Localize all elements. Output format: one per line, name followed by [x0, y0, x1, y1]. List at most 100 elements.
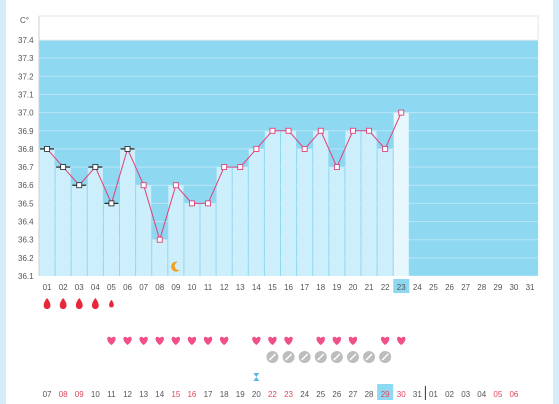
bottom-date-label[interactable]: 05: [493, 390, 502, 399]
bottom-date-label[interactable]: 17: [204, 390, 213, 399]
bottom-date-label[interactable]: 02: [445, 390, 454, 399]
bottom-date-label[interactable]: 16: [187, 390, 196, 399]
heart-icon: [219, 336, 229, 345]
temperature-bar: [71, 185, 87, 276]
temperature-point[interactable]: [237, 164, 244, 171]
day-label[interactable]: 03: [75, 283, 84, 292]
pill-icon-stroke: [301, 353, 309, 361]
day-label[interactable]: 25: [429, 283, 438, 292]
heart-icon: [316, 336, 325, 345]
temperature-point[interactable]: [156, 236, 163, 243]
day-label[interactable]: 20: [348, 283, 357, 292]
day-label[interactable]: 10: [187, 283, 196, 292]
temperature-bar: [248, 148, 264, 276]
day-label[interactable]: 21: [365, 283, 374, 292]
day-label[interactable]: 23: [397, 283, 406, 292]
temperature-point[interactable]: [350, 127, 356, 134]
bottom-date-label[interactable]: 26: [332, 390, 341, 399]
temperature-point[interactable]: [221, 164, 228, 171]
temperature-point[interactable]: [124, 146, 131, 152]
bottom-date-label[interactable]: 20: [252, 390, 261, 399]
temperature-point[interactable]: [108, 200, 115, 207]
temperature-point[interactable]: [44, 146, 50, 152]
day-label[interactable]: 04: [91, 283, 100, 292]
bottom-date-label[interactable]: 07: [43, 390, 52, 399]
bottom-date-label[interactable]: 30: [397, 390, 406, 399]
day-label[interactable]: 30: [509, 283, 518, 292]
temperature-point[interactable]: [60, 164, 67, 170]
bottom-date-label[interactable]: 10: [91, 390, 100, 399]
bottom-date-label[interactable]: 28: [365, 390, 374, 399]
bottom-date-label[interactable]: 15: [171, 390, 180, 399]
temperature-point[interactable]: [317, 127, 324, 134]
temperature-point[interactable]: [301, 145, 308, 152]
day-label[interactable]: 11: [204, 283, 213, 292]
blood-drop-icon: [75, 298, 83, 309]
day-label[interactable]: 18: [316, 283, 325, 292]
bottom-date-label[interactable]: 24: [300, 390, 309, 399]
day-label[interactable]: 12: [220, 283, 229, 292]
bottom-date-label[interactable]: 03: [461, 390, 470, 399]
day-label[interactable]: 14: [252, 283, 261, 292]
day-label[interactable]: 08: [155, 283, 164, 292]
temperature-point[interactable]: [269, 127, 276, 134]
temperature-point[interactable]: [253, 145, 260, 152]
bottom-date-highlight: [377, 384, 394, 400]
heart-icon: [187, 336, 197, 345]
temperature-point[interactable]: [285, 127, 292, 134]
bottom-date-label[interactable]: 18: [220, 390, 229, 399]
bottom-date-label[interactable]: 11: [107, 390, 116, 399]
temperature-point[interactable]: [398, 109, 405, 116]
hourglass-icon: [253, 373, 260, 381]
temperature-point[interactable]: [366, 127, 372, 134]
day-label[interactable]: 26: [445, 283, 454, 292]
bottom-date-label[interactable]: 06: [509, 390, 518, 399]
day-label[interactable]: 17: [300, 283, 309, 292]
day-label[interactable]: 24: [413, 283, 422, 292]
temperature-point[interactable]: [76, 182, 83, 189]
day-label[interactable]: 16: [284, 283, 293, 292]
day-label[interactable]: 05: [107, 283, 116, 292]
day-label[interactable]: 22: [381, 283, 390, 292]
temperature-bar: [120, 148, 136, 276]
y-unit-label: C°: [20, 16, 29, 25]
temperature-point[interactable]: [188, 200, 195, 207]
temperature-point[interactable]: [140, 182, 147, 189]
day-label[interactable]: 19: [332, 283, 341, 292]
day-label[interactable]: 09: [171, 283, 180, 292]
day-label[interactable]: 13: [236, 283, 245, 292]
day-label[interactable]: 07: [139, 283, 148, 292]
bottom-date-label[interactable]: 19: [236, 390, 245, 399]
temperature-point[interactable]: [382, 145, 389, 152]
bottom-date-label[interactable]: 01: [429, 390, 438, 399]
day-label[interactable]: 28: [477, 283, 486, 292]
y-tick-label: 37.2: [18, 72, 34, 81]
bottom-date-label[interactable]: 13: [139, 390, 148, 399]
heart-icon: [171, 336, 181, 345]
bottom-date-label[interactable]: 12: [123, 390, 132, 399]
day-label[interactable]: 29: [493, 283, 502, 292]
bottom-date-label[interactable]: 25: [316, 390, 325, 399]
bottom-date-label[interactable]: 09: [75, 390, 84, 399]
bottom-date-label[interactable]: 27: [348, 390, 357, 399]
bottom-date-label[interactable]: 14: [155, 390, 164, 399]
temperature-point[interactable]: [333, 164, 340, 171]
day-label[interactable]: 06: [123, 283, 132, 292]
day-label[interactable]: 15: [268, 283, 277, 292]
day-label[interactable]: 01: [43, 283, 52, 292]
bottom-date-label[interactable]: 04: [477, 390, 486, 399]
bottom-date-label[interactable]: 22: [268, 390, 277, 399]
pill-icon-stroke: [333, 353, 341, 361]
day-label[interactable]: 27: [461, 283, 470, 292]
temperature-point[interactable]: [172, 182, 179, 189]
heart-icon: [139, 336, 148, 345]
day-label[interactable]: 02: [59, 283, 68, 292]
temperature-bar: [377, 148, 393, 276]
bottom-date-label[interactable]: 08: [59, 390, 68, 399]
bottom-date-label[interactable]: 31: [413, 390, 422, 399]
temperature-point[interactable]: [205, 200, 212, 207]
bottom-date-label[interactable]: 29: [381, 390, 390, 399]
temperature-point[interactable]: [92, 164, 99, 170]
day-label[interactable]: 31: [526, 283, 535, 292]
bottom-date-label[interactable]: 23: [284, 390, 293, 399]
